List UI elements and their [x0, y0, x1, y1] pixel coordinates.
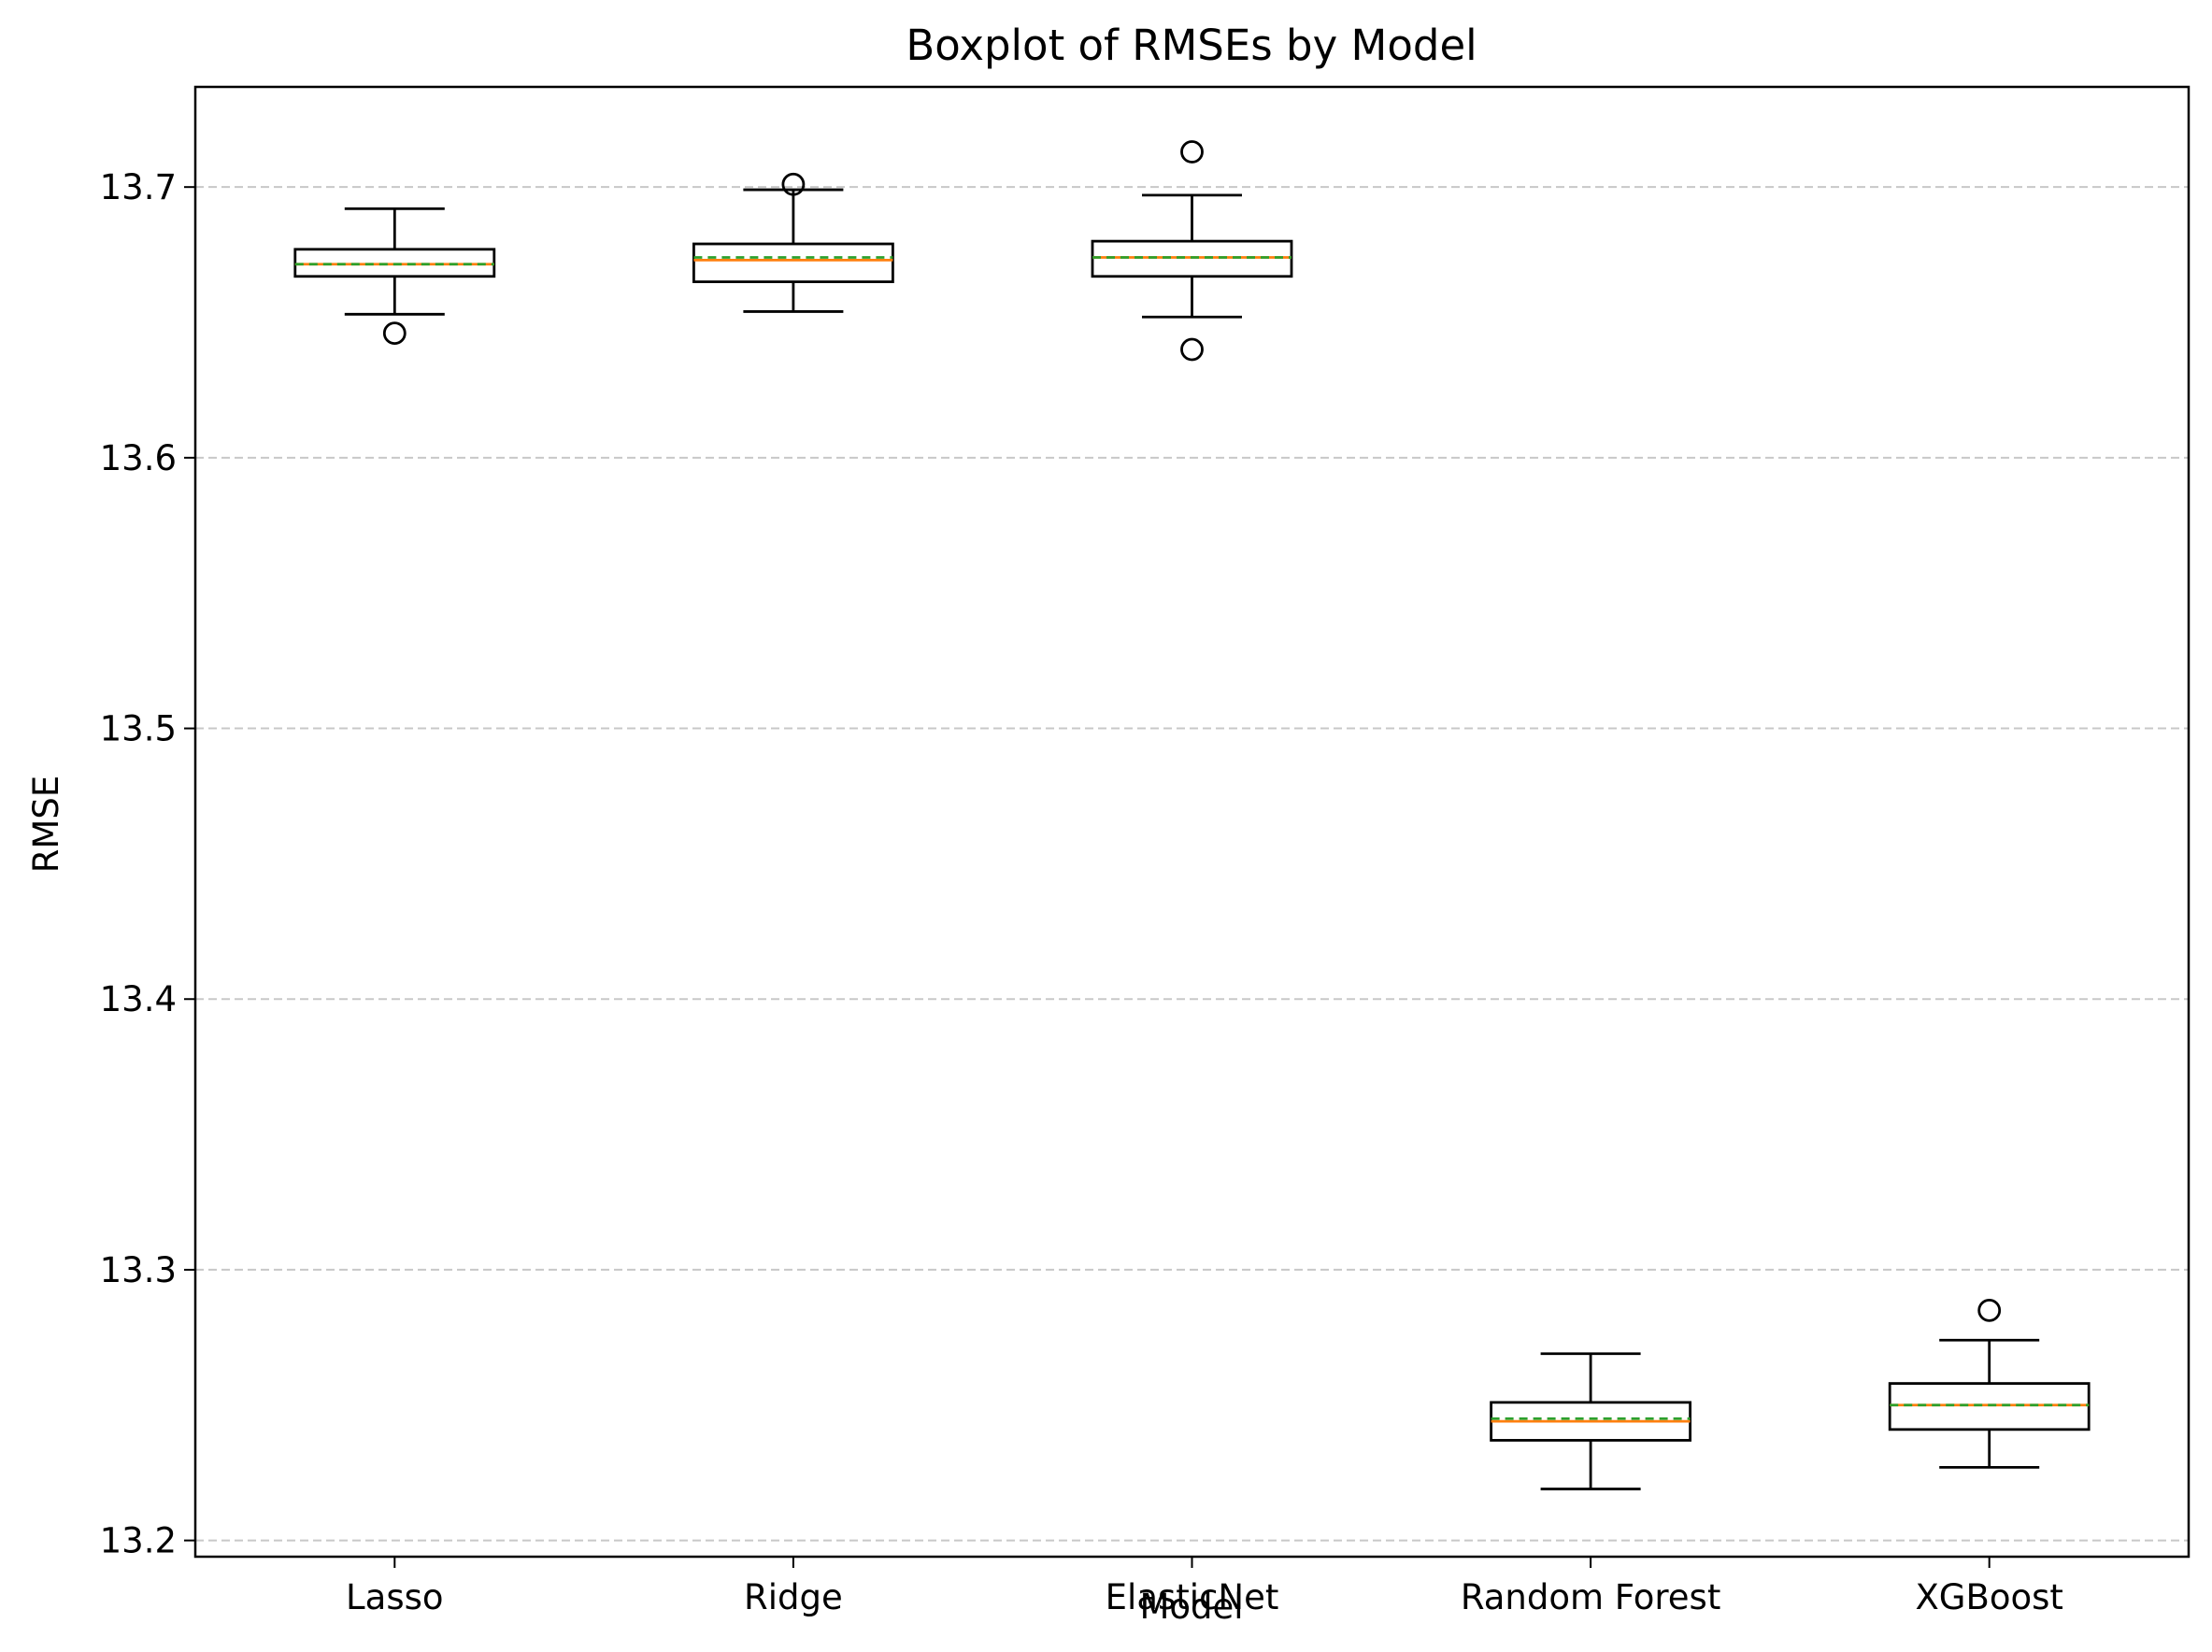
axis-ticks: 13.2 13.3 13.4 13.5 13.6 13.7 Lasso Ridge Elasti…	[100, 167, 2063, 1617]
x-tick-label: Random Forest	[1461, 1577, 1721, 1617]
outlier-point	[1180, 140, 1204, 164]
y-axis-label: RMSE	[26, 776, 66, 874]
box-ridge	[692, 172, 894, 313]
iqr-box	[1091, 239, 1293, 278]
x-tick-label: ElasticNet	[1106, 1577, 1279, 1617]
x-tick-label: Lasso	[346, 1577, 443, 1617]
iqr-box	[692, 242, 894, 283]
outlier-point	[1180, 337, 1204, 362]
outlier-point	[1977, 1298, 2002, 1322]
y-tick-label: 13.7	[100, 167, 177, 207]
y-tick-label: 13.4	[100, 979, 177, 1019]
x-tick-label: XGBoost	[1915, 1577, 2062, 1617]
outlier-point	[382, 321, 407, 346]
box-random-forest	[1490, 1352, 1691, 1490]
y-tick-label: 13.3	[100, 1250, 177, 1290]
outlier-point	[781, 172, 806, 196]
box-lasso	[293, 206, 496, 346]
y-tick-label: 13.5	[100, 709, 177, 749]
x-tick-label: Ridge	[744, 1577, 843, 1617]
iqr-box	[293, 248, 496, 278]
iqr-box	[1888, 1382, 2091, 1431]
grid-lines	[195, 186, 2189, 1542]
x-axis-label: Model	[1139, 1587, 1243, 1627]
plot-frame	[193, 85, 2191, 1559]
boxes	[293, 140, 2091, 1490]
box-xgboost	[1888, 1298, 2091, 1469]
y-tick-label: 13.6	[100, 438, 177, 478]
y-tick-label: 13.2	[100, 1521, 177, 1561]
chart-title: Boxplot of RMSEs by Model	[906, 21, 1477, 70]
box-elasticnet	[1091, 140, 1293, 362]
